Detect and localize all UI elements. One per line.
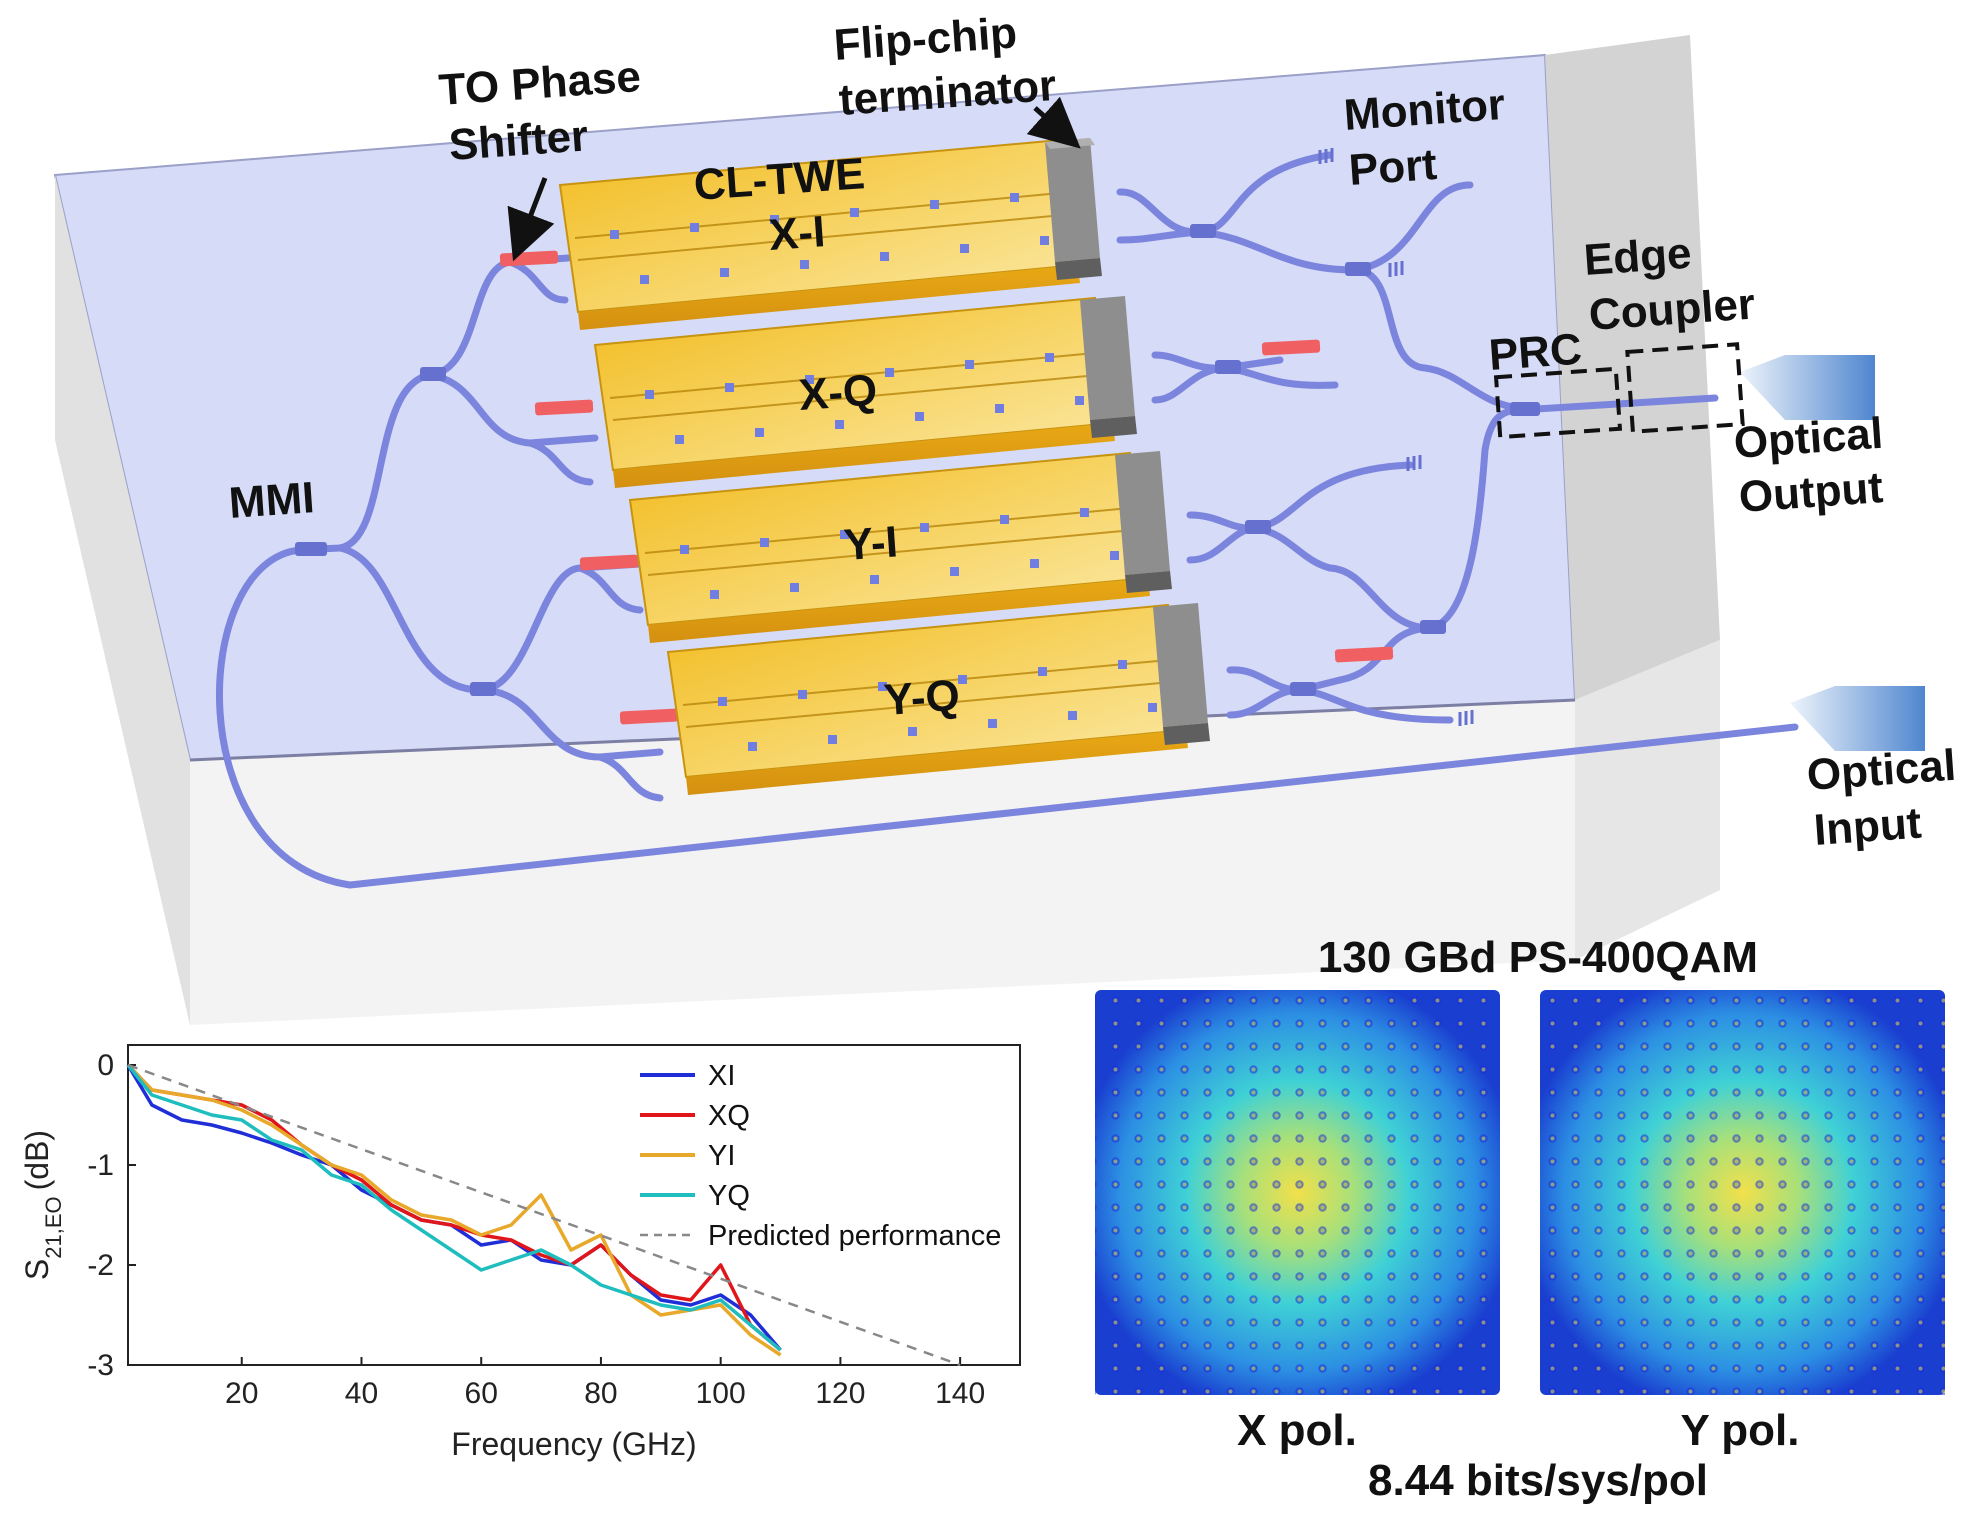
label-monitor-line2: Port xyxy=(1347,140,1439,195)
x-tick-label: 100 xyxy=(696,1377,746,1410)
arrows xyxy=(507,96,1081,262)
y-tick-label: -3 xyxy=(87,1349,114,1382)
dashed-boxes xyxy=(1493,342,1745,440)
legend-label: XQ xyxy=(708,1100,750,1132)
mmi-blocks xyxy=(295,224,1540,696)
input-fiber xyxy=(1790,686,1925,751)
prc-box xyxy=(1493,366,1623,440)
electrode-xq xyxy=(593,296,1115,488)
terminator-xq xyxy=(1080,296,1137,438)
label-optical-output-line2: Output xyxy=(1737,463,1885,522)
plot-frame xyxy=(127,1044,1021,1366)
chip-front-side xyxy=(190,700,1575,1025)
monitor-ports xyxy=(1318,148,1474,726)
terminator-yi xyxy=(1115,451,1172,593)
constellation-x-label: X pol. xyxy=(1237,1406,1357,1455)
series-line-yi xyxy=(126,1063,782,1357)
s21-chart: 20 40 60 80 100 120 140 0 -1 -2 -3 XI XQ YI YQ Predict… xyxy=(19,1044,1021,1462)
phase-shifter-yi xyxy=(579,554,639,571)
terminator-xi xyxy=(1045,138,1102,280)
constellation-title: 130 GBd PS-400QAM xyxy=(1318,933,1758,982)
label-electrode-yq: Y-Q xyxy=(882,671,961,725)
label-mmi: MMI xyxy=(227,473,316,528)
x-tick-label: 140 xyxy=(935,1377,985,1410)
label-electrode-yi: Y-I xyxy=(842,517,899,570)
series-lines xyxy=(126,1063,961,1367)
y-tick-label: -1 xyxy=(87,1149,114,1182)
phase-shifter-yq xyxy=(619,708,679,725)
electrode-yi xyxy=(628,451,1150,643)
x-tick-label: 80 xyxy=(584,1377,617,1410)
flip-chip-terminators xyxy=(1045,138,1210,745)
label-optical-input-line1: Optical xyxy=(1805,741,1957,800)
constellation-y-label: Y pol. xyxy=(1681,1406,1800,1455)
output-fiber xyxy=(1740,355,1875,420)
constellation-x xyxy=(1095,990,1500,1395)
x-axis-label: Frequency (GHz) xyxy=(451,1426,696,1462)
y-tick-label: -2 xyxy=(87,1249,114,1282)
legend: XI XQ YI YQ Predicted performance xyxy=(640,1060,1001,1252)
x-tick-label: 20 xyxy=(225,1377,258,1410)
x-tick-label: 120 xyxy=(815,1377,865,1410)
label-cl-twe: CL-TWE xyxy=(692,149,866,210)
phase-shifter-xq xyxy=(534,399,594,416)
label-flip-chip-line1: Flip-chip xyxy=(832,8,1018,70)
edge-coupler-box xyxy=(1625,342,1745,434)
phase-shifter-xy xyxy=(1261,339,1321,356)
chip-step xyxy=(1545,35,1720,700)
x-tick-label: 60 xyxy=(465,1377,498,1410)
label-monitor-line1: Monitor xyxy=(1342,80,1506,140)
legend-label: Predicted performance xyxy=(708,1220,1001,1252)
x-tick-label: 40 xyxy=(345,1377,378,1410)
label-electrode-xq: X-Q xyxy=(797,366,878,420)
diagram-labels: TO Phase Shifter Flip-chip terminator CL… xyxy=(227,8,1957,855)
series-line-predicted-performance xyxy=(127,1063,961,1367)
y-tick-label: 0 xyxy=(97,1049,114,1082)
label-optical-output-line1: Optical xyxy=(1732,409,1884,468)
label-electrode-xi: X-I xyxy=(767,207,827,260)
constellation-panel: 130 GBd PS-400QAM X pol. Y pol. 8.44 bit… xyxy=(1095,933,1945,1505)
constellation-y xyxy=(1540,990,1945,1395)
electrode-xi xyxy=(558,138,1080,330)
fibers xyxy=(1740,355,1925,751)
constellation-footer: 8.44 bits/sys/pol xyxy=(1368,1456,1708,1505)
label-prc: PRC xyxy=(1487,325,1583,380)
terminator-yq xyxy=(1153,603,1210,745)
label-edge-coupler-line2: Coupler xyxy=(1587,279,1756,339)
legend-label: YI xyxy=(708,1140,735,1172)
label-to-phase-line2: Shifter xyxy=(447,111,589,170)
legend-label: YQ xyxy=(708,1180,750,1212)
series-line-yq xyxy=(126,1063,782,1352)
phase-shifter-pol xyxy=(1334,646,1394,663)
label-edge-coupler-line1: Edge xyxy=(1582,229,1693,285)
axis-ticks: 20 40 60 80 100 120 140 0 -1 -2 -3 xyxy=(87,1049,985,1410)
legend-label: XI xyxy=(708,1060,735,1092)
y-axis-label: S21,EO(dB) xyxy=(19,1130,66,1280)
chip-left-side xyxy=(55,175,190,1025)
label-optical-input-line2: Input xyxy=(1812,799,1923,855)
label-to-phase-line1: TO Phase xyxy=(437,52,642,115)
